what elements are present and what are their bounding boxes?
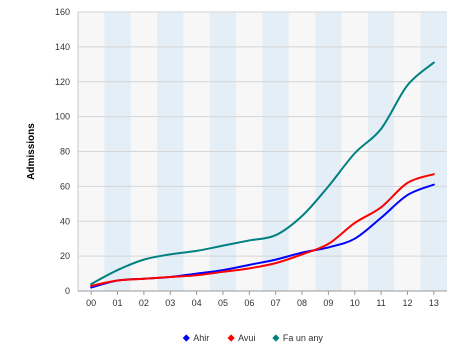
x-tick-label: 01 xyxy=(113,298,123,308)
x-tick-label: 12 xyxy=(402,298,412,308)
series-line xyxy=(90,61,435,286)
gridlines xyxy=(78,11,447,292)
y-tick-label: 120 xyxy=(55,77,70,87)
y-tick-label: 20 xyxy=(60,251,70,261)
legend-item: Fa un any xyxy=(272,333,323,343)
y-tick-label: 60 xyxy=(60,181,70,191)
legend-item: Avui xyxy=(227,333,255,343)
x-tick-label: 00 xyxy=(86,298,96,308)
y-tick-label: 160 xyxy=(55,7,70,17)
y-tick-label: 0 xyxy=(65,286,70,296)
legend-label: Avui xyxy=(238,333,255,343)
x-tick-label: 07 xyxy=(271,298,281,308)
y-tick-label: 100 xyxy=(55,112,70,122)
series-lines xyxy=(90,61,435,289)
y-axis-title: Admissions xyxy=(26,123,37,180)
legend: Ahir Avui Fa un any xyxy=(182,333,323,343)
x-tick-label: 10 xyxy=(350,298,360,308)
x-tick-label: 06 xyxy=(244,298,254,308)
legend-label: Fa un any xyxy=(283,333,324,343)
y-tick-labels: 0 20 40 60 80 100 120 140 160 xyxy=(55,7,70,296)
x-tick-labels: 00 01 02 03 04 05 06 07 08 09 10 11 12 13 xyxy=(86,291,439,308)
y-tick-label: 80 xyxy=(60,147,70,157)
x-tick-label: 13 xyxy=(429,298,439,308)
legend-marker xyxy=(272,334,280,342)
x-tick-label: 11 xyxy=(376,298,385,308)
x-tick-label: 03 xyxy=(165,298,175,308)
x-tick-label: 09 xyxy=(323,298,333,308)
axes xyxy=(77,12,447,292)
legend-marker xyxy=(182,334,190,342)
legend-item: Ahir xyxy=(182,333,209,343)
x-tick-label: 04 xyxy=(192,298,202,308)
x-tick-label: 05 xyxy=(218,298,228,308)
x-tick-label: 08 xyxy=(297,298,307,308)
legend-label: Ahir xyxy=(193,333,209,343)
y-tick-label: 40 xyxy=(60,216,70,226)
y-tick-label: 140 xyxy=(55,42,70,52)
legend-marker xyxy=(227,334,235,342)
x-tick-label: 02 xyxy=(139,298,149,308)
series-line xyxy=(90,173,435,287)
